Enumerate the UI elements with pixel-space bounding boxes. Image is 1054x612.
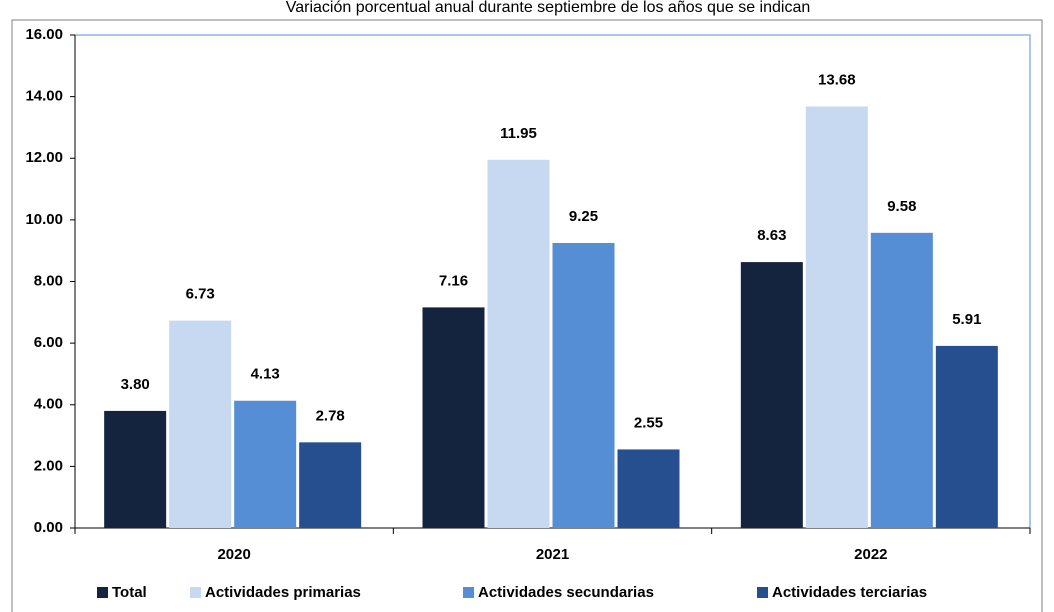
y-tick-label: 8.00 — [34, 272, 63, 289]
legend-swatch — [757, 587, 768, 598]
value-label: 5.91 — [952, 311, 981, 328]
bar — [870, 232, 933, 528]
y-tick-label: 6.00 — [34, 334, 63, 351]
bar — [805, 106, 868, 529]
value-label: 9.25 — [569, 208, 598, 225]
x-tick-label: 2022 — [854, 546, 887, 563]
bar — [935, 345, 998, 528]
value-label: 7.16 — [439, 272, 468, 289]
chart-title: Variación porcentual anual durante septi… — [286, 0, 811, 16]
legend-swatch — [463, 587, 474, 598]
x-tick-label: 2020 — [217, 546, 250, 563]
y-tick-label: 4.00 — [34, 396, 63, 413]
plot-frame — [75, 34, 1031, 528]
value-label: 8.63 — [757, 227, 786, 244]
value-label: 11.95 — [500, 125, 537, 142]
value-label: 2.78 — [316, 407, 345, 424]
bar — [552, 242, 615, 528]
y-tick-label: 2.00 — [34, 457, 63, 474]
y-tick-label: 0.00 — [34, 519, 63, 536]
bar — [740, 262, 803, 528]
bar — [299, 442, 362, 528]
value-label: 2.55 — [634, 414, 663, 431]
value-label: 3.80 — [121, 376, 150, 393]
bar — [422, 307, 485, 528]
value-label: 9.58 — [887, 198, 916, 215]
value-label: 13.68 — [818, 71, 856, 88]
bar — [169, 320, 232, 528]
value-label: 4.13 — [251, 366, 280, 383]
bar — [487, 159, 550, 528]
legend-swatch — [97, 587, 108, 598]
bar — [104, 410, 167, 528]
legend-label: Actividades secundarias — [478, 584, 654, 601]
y-tick-label: 12.00 — [25, 149, 63, 166]
x-tick-label: 2021 — [536, 546, 569, 563]
legend-label: Actividades terciarias — [772, 584, 927, 601]
chart-frame — [11, 19, 1043, 612]
legend-label: Total — [112, 584, 147, 601]
y-tick-label: 10.00 — [25, 211, 63, 228]
legend-swatch — [190, 587, 201, 598]
value-label: 6.73 — [186, 286, 215, 303]
y-tick-label: 14.00 — [25, 88, 63, 105]
bar — [234, 400, 297, 528]
bar — [617, 449, 680, 528]
y-tick-label: 16.00 — [25, 26, 63, 43]
legend-label: Actividades primarias — [205, 584, 361, 601]
